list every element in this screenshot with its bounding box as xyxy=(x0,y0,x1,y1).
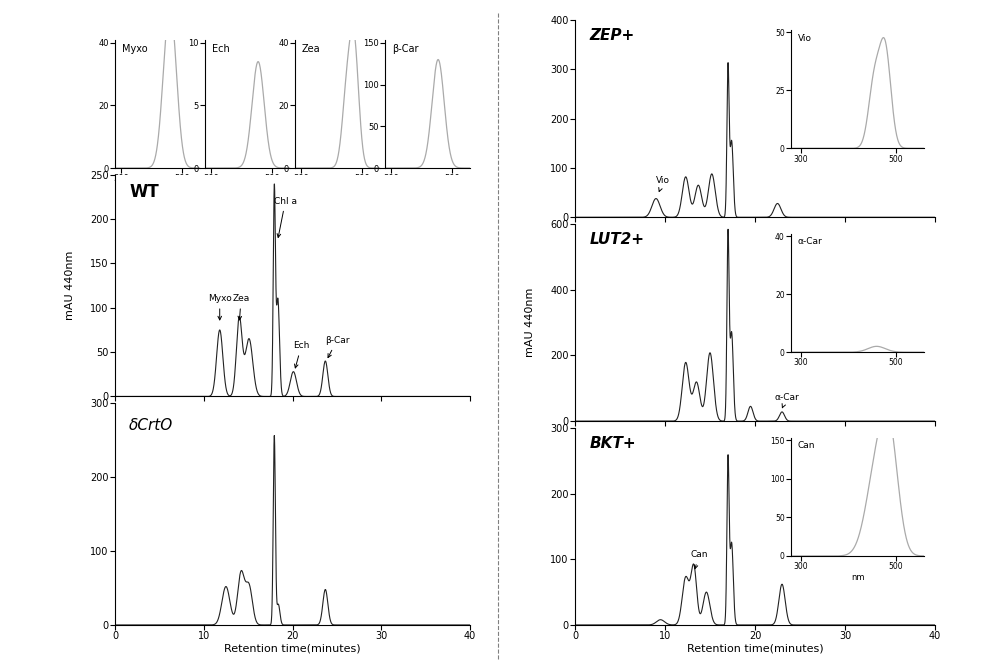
Text: WT: WT xyxy=(129,183,159,201)
Text: Zea: Zea xyxy=(232,294,250,320)
X-axis label: nm: nm xyxy=(421,185,434,194)
Text: mAU 440nm: mAU 440nm xyxy=(65,251,75,321)
Text: Myxo: Myxo xyxy=(208,294,232,320)
Text: β-Car: β-Car xyxy=(325,336,349,358)
Text: LUT2+: LUT2+ xyxy=(589,232,644,247)
Text: Ech: Ech xyxy=(212,44,230,54)
Text: Can: Can xyxy=(690,550,708,569)
Text: Can: Can xyxy=(798,442,815,450)
Text: Vio: Vio xyxy=(656,176,670,192)
Text: δCrtO: δCrtO xyxy=(129,418,173,433)
Text: mAU 440nm: mAU 440nm xyxy=(525,288,535,358)
X-axis label: nm: nm xyxy=(851,573,864,581)
Text: ZEP+: ZEP+ xyxy=(589,28,635,43)
X-axis label: Retention time(minutes): Retention time(minutes) xyxy=(224,644,361,654)
Text: α-Car: α-Car xyxy=(774,393,799,408)
Text: Zea: Zea xyxy=(302,44,320,54)
Text: α-Car: α-Car xyxy=(798,237,822,247)
Text: Vio: Vio xyxy=(798,34,812,42)
Text: Ech: Ech xyxy=(293,341,310,368)
Text: BKT+: BKT+ xyxy=(589,435,636,450)
Text: Chl a: Chl a xyxy=(274,197,297,237)
Text: Myxo: Myxo xyxy=(122,44,147,54)
Text: β-Car: β-Car xyxy=(392,44,418,54)
X-axis label: Retention time(minutes): Retention time(minutes) xyxy=(687,644,823,654)
